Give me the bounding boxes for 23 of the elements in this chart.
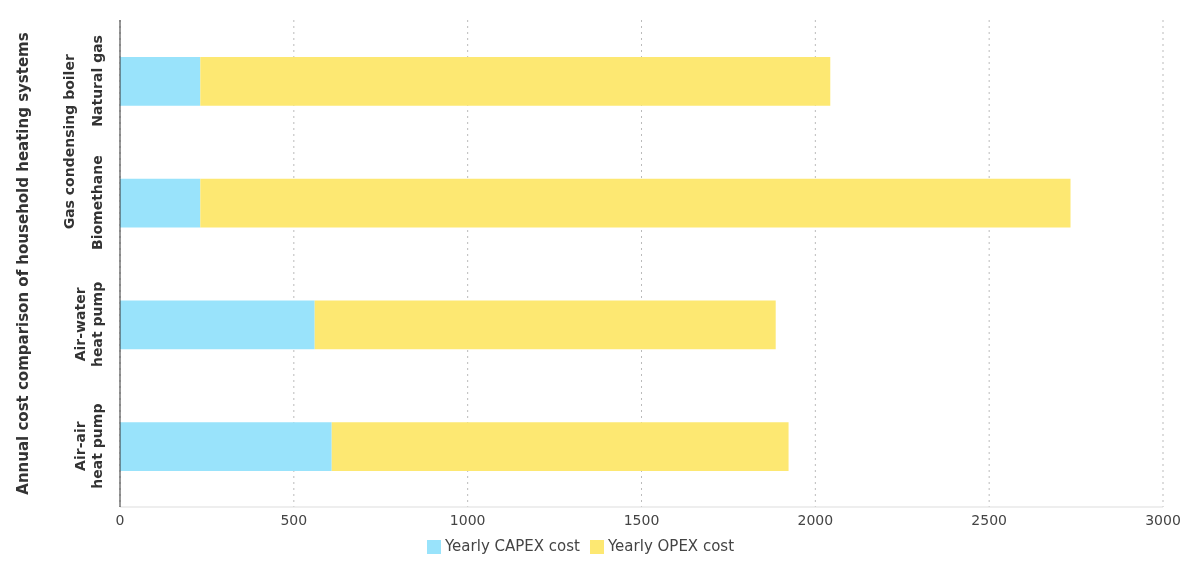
y-tick-label: Air-water heat pump [72, 281, 105, 367]
legend-label: Yearly OPEX cost [607, 537, 735, 555]
bar [200, 57, 831, 106]
x-tick-label: 500 [280, 511, 308, 528]
bar [314, 300, 776, 350]
x-tick-label: 1500 [623, 511, 660, 528]
y-tick-label: Air-air heat pump [72, 403, 105, 489]
bar [331, 422, 789, 471]
bar [120, 300, 315, 350]
legend-label: Yearly CAPEX cost [444, 537, 580, 555]
bar [120, 57, 201, 106]
bar [120, 178, 201, 228]
y-tick-label: Natural gas [89, 35, 105, 127]
y-axis-title: Annual cost comparison of household heating systems [14, 32, 32, 495]
bar [200, 178, 1071, 228]
y-tick-label: Biomethane [89, 155, 105, 250]
x-tick-label: 3000 [1145, 511, 1181, 528]
x-tick-label: 1000 [449, 511, 486, 528]
x-tick-label: 0 [115, 511, 125, 528]
bar [120, 422, 332, 471]
x-tick-label: 2000 [797, 511, 834, 528]
x-tick-label: 2500 [971, 511, 1007, 528]
text: Gas condensing boiler [61, 54, 77, 230]
